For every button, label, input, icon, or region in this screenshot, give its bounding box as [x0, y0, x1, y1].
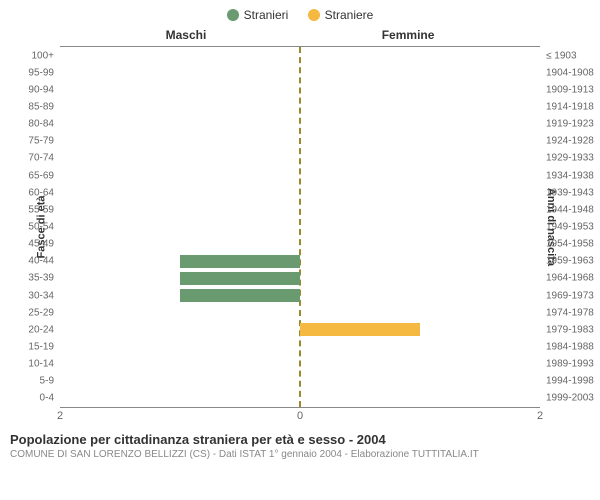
age-row: 100+≤ 1903	[60, 47, 540, 64]
age-tick: 80-84	[28, 119, 60, 130]
age-row: 35-391964-1968	[60, 270, 540, 287]
age-tick: 20-24	[28, 324, 60, 335]
age-row: 90-941909-1913	[60, 81, 540, 98]
age-row: 70-741929-1933	[60, 150, 540, 167]
birth-year-tick: 1974-1978	[540, 307, 594, 318]
population-pyramid-chart: Maschi Femmine Fasce di età Anni di nasc…	[60, 28, 540, 426]
age-row: 15-191984-1988	[60, 338, 540, 355]
birth-year-tick: 1959-1963	[540, 256, 594, 267]
x-tick: 2	[537, 410, 543, 422]
legend: Stranieri Straniere	[0, 0, 600, 28]
age-row: 65-691934-1938	[60, 167, 540, 184]
legend-swatch-female	[308, 9, 320, 21]
column-title-male: Maschi	[166, 28, 207, 42]
age-row: 60-641939-1943	[60, 184, 540, 201]
birth-year-tick: 1929-1933	[540, 153, 594, 164]
age-row: 20-241979-1983	[60, 321, 540, 338]
birth-year-tick: 1989-1993	[540, 359, 594, 370]
age-tick: 90-94	[28, 84, 60, 95]
age-tick: 5-9	[40, 376, 60, 387]
age-tick: 35-39	[28, 273, 60, 284]
age-tick: 30-34	[28, 290, 60, 301]
birth-year-tick: 1969-1973	[540, 290, 594, 301]
age-row: 85-891914-1918	[60, 98, 540, 115]
birth-year-tick: 1999-2003	[540, 393, 594, 404]
age-row: 80-841919-1923	[60, 116, 540, 133]
age-tick: 55-59	[28, 204, 60, 215]
birth-year-tick: 1904-1908	[540, 67, 594, 78]
age-tick: 45-49	[28, 239, 60, 250]
legend-label-female: Straniere	[325, 8, 374, 22]
age-row: 30-341969-1973	[60, 287, 540, 304]
chart-subtitle: COMUNE DI SAN LORENZO BELLIZZI (CS) - Da…	[10, 449, 590, 460]
legend-item-male: Stranieri	[227, 8, 289, 22]
age-tick: 40-44	[28, 256, 60, 267]
birth-year-tick: 1944-1948	[540, 204, 594, 215]
birth-year-tick: 1934-1938	[540, 170, 594, 181]
bar-male	[180, 289, 300, 302]
birth-year-tick: ≤ 1903	[540, 50, 577, 61]
age-row: 0-41999-2003	[60, 390, 540, 407]
birth-year-tick: 1939-1943	[540, 187, 594, 198]
age-row: 55-591944-1948	[60, 201, 540, 218]
age-row: 5-91994-1998	[60, 373, 540, 390]
age-tick: 25-29	[28, 307, 60, 318]
age-tick: 10-14	[28, 359, 60, 370]
legend-item-female: Straniere	[308, 8, 374, 22]
birth-year-tick: 1919-1923	[540, 119, 594, 130]
column-title-female: Femmine	[382, 28, 435, 42]
age-tick: 15-19	[28, 341, 60, 352]
birth-year-tick: 1914-1918	[540, 101, 594, 112]
birth-year-tick: 1994-1998	[540, 376, 594, 387]
age-tick: 95-99	[28, 67, 60, 78]
age-tick: 75-79	[28, 136, 60, 147]
x-axis-ticks: 2 0 2	[60, 408, 540, 426]
birth-year-tick: 1979-1983	[540, 324, 594, 335]
bar-female	[300, 323, 420, 336]
birth-year-tick: 1954-1958	[540, 239, 594, 250]
age-row: 40-441959-1963	[60, 253, 540, 270]
age-tick: 50-54	[28, 221, 60, 232]
age-row: 10-141989-1993	[60, 356, 540, 373]
age-row: 95-991904-1908	[60, 64, 540, 81]
age-tick: 65-69	[28, 170, 60, 181]
bar-male	[180, 255, 300, 268]
birth-year-tick: 1949-1953	[540, 221, 594, 232]
birth-year-tick: 1984-1988	[540, 341, 594, 352]
birth-year-tick: 1924-1928	[540, 136, 594, 147]
birth-year-tick: 1909-1913	[540, 84, 594, 95]
age-row: 25-291974-1978	[60, 304, 540, 321]
plot-area: 100+≤ 190395-991904-190890-941909-191385…	[60, 46, 540, 408]
age-tick: 60-64	[28, 187, 60, 198]
chart-title: Popolazione per cittadinanza straniera p…	[10, 432, 590, 447]
birth-year-tick: 1964-1968	[540, 273, 594, 284]
age-row: 75-791924-1928	[60, 133, 540, 150]
legend-label-male: Stranieri	[244, 8, 289, 22]
bar-male	[180, 272, 300, 285]
x-tick: 2	[57, 410, 63, 422]
age-tick: 0-4	[40, 393, 60, 404]
age-row: 50-541949-1953	[60, 218, 540, 235]
x-tick: 0	[297, 410, 303, 422]
legend-swatch-male	[227, 9, 239, 21]
age-tick: 100+	[31, 50, 60, 61]
chart-footer: Popolazione per cittadinanza straniera p…	[0, 426, 600, 460]
age-tick: 85-89	[28, 101, 60, 112]
age-tick: 70-74	[28, 153, 60, 164]
age-row: 45-491954-1958	[60, 236, 540, 253]
